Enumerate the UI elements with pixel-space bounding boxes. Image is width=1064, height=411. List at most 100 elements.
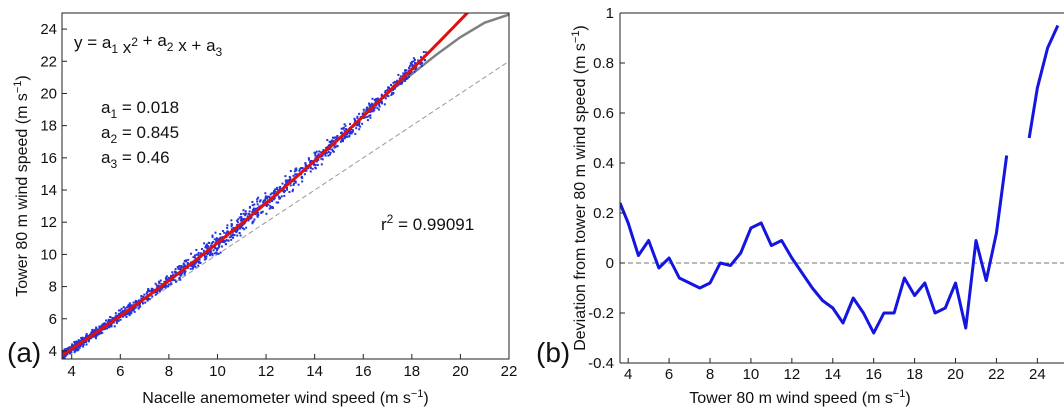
data-point: [262, 199, 265, 202]
data-point: [182, 265, 185, 268]
data-point: [388, 86, 391, 89]
data-point: [300, 176, 303, 179]
data-point: [107, 318, 110, 321]
data-point: [91, 328, 94, 331]
data-point: [257, 196, 260, 199]
data-point: [219, 233, 222, 236]
plot-area-b: [620, 24, 1064, 335]
data-point: [353, 117, 356, 120]
data-point: [288, 175, 291, 178]
data-point: [309, 161, 312, 164]
data-point: [211, 252, 214, 255]
data-point: [325, 146, 328, 149]
data-point: [196, 253, 199, 256]
data-point: [295, 169, 298, 172]
data-point: [117, 309, 120, 312]
data-point: [282, 189, 285, 192]
panel-label-b: (b): [536, 337, 570, 368]
data-point: [358, 112, 361, 115]
data-point: [366, 115, 369, 118]
data-point: [196, 260, 199, 263]
data-point: [146, 291, 149, 294]
data-point: [144, 301, 147, 304]
data-point: [331, 139, 334, 142]
data-point: [212, 249, 215, 252]
data-point: [218, 238, 221, 241]
data-point: [214, 231, 217, 234]
data-point: [225, 232, 228, 235]
data-point: [256, 200, 259, 203]
data-point: [386, 94, 389, 97]
data-point: [85, 340, 88, 343]
data-point: [73, 350, 76, 353]
data-point: [274, 188, 277, 191]
data-point: [147, 287, 150, 290]
fit-equation: y = a1 x2 + a2 x + a3: [74, 31, 223, 59]
data-point: [278, 197, 281, 200]
data-point: [372, 108, 375, 111]
data-point: [400, 82, 403, 85]
data-point: [344, 124, 347, 127]
data-point: [178, 265, 181, 268]
data-point: [328, 153, 331, 156]
data-point: [314, 152, 317, 155]
data-point: [183, 273, 186, 276]
y-tick-label-a: 20: [40, 85, 57, 102]
data-point: [170, 275, 173, 278]
data-point: [139, 305, 142, 308]
data-point: [99, 330, 102, 333]
data-point: [105, 319, 108, 322]
data-point: [369, 114, 372, 117]
data-point: [285, 182, 288, 185]
data-point: [80, 343, 83, 346]
data-point: [269, 193, 272, 196]
data-point: [183, 259, 186, 262]
data-point: [420, 64, 423, 67]
data-point: [280, 195, 283, 198]
data-point: [271, 206, 274, 209]
data-point: [98, 327, 101, 330]
data-point: [374, 100, 377, 103]
data-point: [124, 307, 127, 310]
data-point: [223, 240, 226, 243]
data-point: [408, 64, 411, 67]
x-tick-label-b: 4: [624, 366, 632, 383]
data-point: [186, 263, 189, 266]
data-point: [250, 216, 253, 219]
data-point: [425, 51, 428, 54]
data-point: [314, 166, 317, 169]
x-tick-label-b: 20: [947, 366, 964, 383]
data-point: [79, 345, 82, 348]
data-point: [165, 275, 168, 278]
y-tick-label-a: 18: [40, 118, 57, 135]
data-point: [251, 210, 254, 213]
data-point: [128, 310, 131, 313]
x-tick-label-b: 6: [665, 366, 673, 383]
data-point: [130, 310, 133, 313]
data-point: [368, 102, 371, 105]
data-point: [71, 345, 74, 348]
data-point: [222, 239, 225, 242]
y-tick-label-a: 22: [40, 53, 57, 70]
plot-area-a: [62, 13, 509, 359]
data-point: [217, 252, 220, 255]
data-point: [358, 122, 361, 125]
data-point: [275, 201, 278, 204]
data-point: [226, 230, 229, 233]
data-point: [342, 140, 345, 143]
data-point: [128, 305, 131, 308]
data-point: [173, 270, 176, 273]
x-tick-label-a: 14: [306, 363, 323, 380]
data-point: [370, 110, 373, 113]
data-point: [297, 183, 300, 186]
data-point: [368, 114, 371, 117]
chart-b: 4 6 8 10 12 14 16 18 20 22 24 -0.4 -0.2 0 0.2 0.4 0.6 0.8…: [536, 5, 1064, 407]
data-point: [355, 124, 358, 127]
data-point: [414, 68, 417, 71]
data-point: [130, 304, 133, 307]
data-point: [146, 299, 149, 302]
data-point: [343, 137, 346, 140]
data-point: [262, 201, 265, 204]
data-point: [194, 265, 197, 268]
data-point: [221, 240, 224, 243]
